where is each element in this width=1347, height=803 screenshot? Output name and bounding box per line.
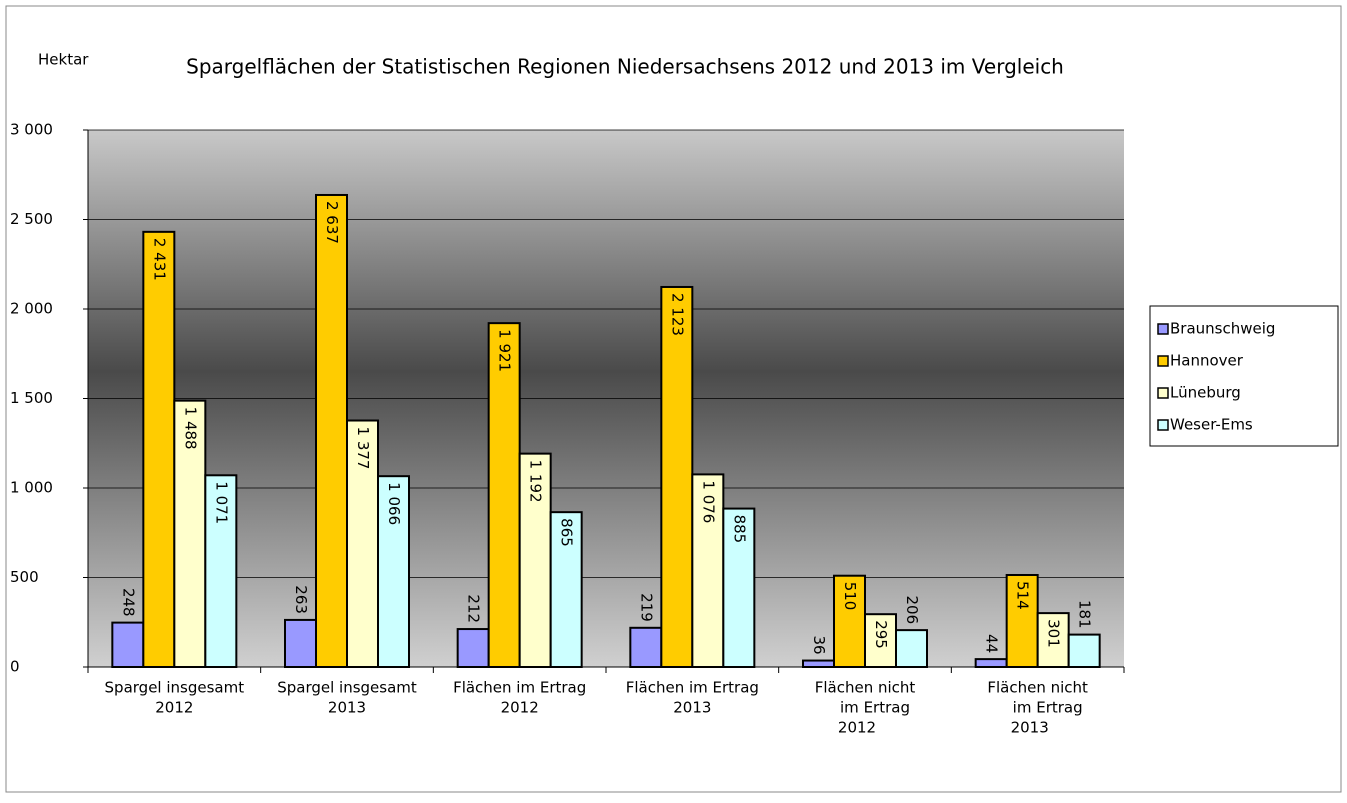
data-label: 263 — [292, 585, 310, 614]
data-label: 295 — [872, 620, 890, 649]
x-tick-label: im Ertrag — [1013, 699, 1083, 717]
x-tick-label: Spargel insgesamt — [105, 679, 245, 697]
y-tick-label: 1 500 — [10, 389, 53, 407]
data-label: 44 — [983, 634, 1001, 653]
legend-swatch — [1157, 355, 1169, 367]
data-label: 248 — [119, 588, 137, 617]
data-label: 1 076 — [699, 480, 717, 523]
x-tick-label: Flächen nicht — [987, 679, 1088, 697]
bar — [660, 285, 694, 668]
legend-label: Lüneburg — [1170, 384, 1241, 402]
legend-label: Hannover — [1170, 352, 1244, 370]
y-tick-label: 2 000 — [10, 300, 53, 318]
bar — [1036, 612, 1070, 668]
bar — [204, 474, 238, 668]
legend-swatch — [1157, 419, 1169, 431]
bar — [315, 193, 348, 669]
x-tick-label: Spargel insgesamt — [277, 679, 417, 697]
bar — [629, 626, 663, 669]
data-label: 885 — [730, 515, 748, 544]
data-label: 865 — [558, 518, 576, 547]
bar — [802, 659, 835, 669]
data-label: 301 — [1045, 619, 1063, 648]
data-label: 2 123 — [668, 293, 686, 336]
bar — [1005, 573, 1039, 669]
data-label: 514 — [1014, 581, 1032, 610]
legend — [1149, 305, 1339, 447]
y-axis-label: Hektar — [38, 51, 89, 69]
bar — [111, 621, 145, 668]
data-label: 1 488 — [181, 407, 199, 450]
bar — [377, 475, 410, 668]
data-label: 36 — [810, 635, 828, 654]
y-tick-label: 1 000 — [10, 479, 53, 497]
x-tick-label: 2013 — [328, 699, 366, 717]
bar — [722, 507, 756, 668]
bar — [833, 574, 866, 669]
bar — [518, 452, 552, 668]
x-tick-label: Flächen nicht — [815, 679, 916, 697]
data-label: 181 — [1076, 600, 1094, 629]
data-label: 1 377 — [354, 427, 372, 470]
y-tick-label: 500 — [10, 568, 39, 586]
data-label: 2 431 — [150, 238, 168, 281]
x-tick-label: Flächen im Ertrag — [453, 679, 586, 697]
bar — [173, 399, 207, 668]
bar — [1067, 633, 1101, 669]
chart-title: Spargelflächen der Statistischen Regione… — [186, 55, 1064, 79]
data-label: 1 071 — [212, 481, 230, 524]
data-label: 1 921 — [496, 329, 514, 372]
data-label: 219 — [637, 593, 655, 622]
x-tick-label: 2013 — [1011, 719, 1049, 737]
x-tick-label: 2012 — [155, 699, 193, 717]
y-tick-label: 0 — [10, 658, 20, 676]
legend-swatch — [1157, 387, 1169, 399]
legend-swatch — [1157, 323, 1169, 335]
legend-label: Weser-Ems — [1170, 416, 1253, 434]
bar — [487, 322, 521, 668]
data-label: 2 637 — [323, 201, 341, 244]
data-label: 212 — [465, 594, 483, 623]
bar — [895, 629, 928, 668]
data-label: 1 066 — [385, 482, 403, 525]
bar — [974, 658, 1008, 669]
x-tick-label: im Ertrag — [840, 699, 910, 717]
bar — [284, 618, 317, 668]
bar — [549, 511, 583, 668]
data-label: 510 — [841, 582, 859, 611]
data-label: 206 — [903, 595, 921, 624]
x-tick-label: 2012 — [501, 699, 539, 717]
bar — [142, 230, 176, 668]
y-tick-label: 3 000 — [10, 121, 53, 139]
x-tick-label: 2013 — [673, 699, 711, 717]
bar — [456, 628, 490, 668]
legend-label: Braunschweig — [1170, 320, 1275, 338]
x-tick-label: 2012 — [838, 719, 876, 737]
x-tick-label: Flächen im Ertrag — [626, 679, 759, 697]
y-tick-label: 2 500 — [10, 210, 53, 228]
data-label: 1 192 — [527, 460, 545, 503]
